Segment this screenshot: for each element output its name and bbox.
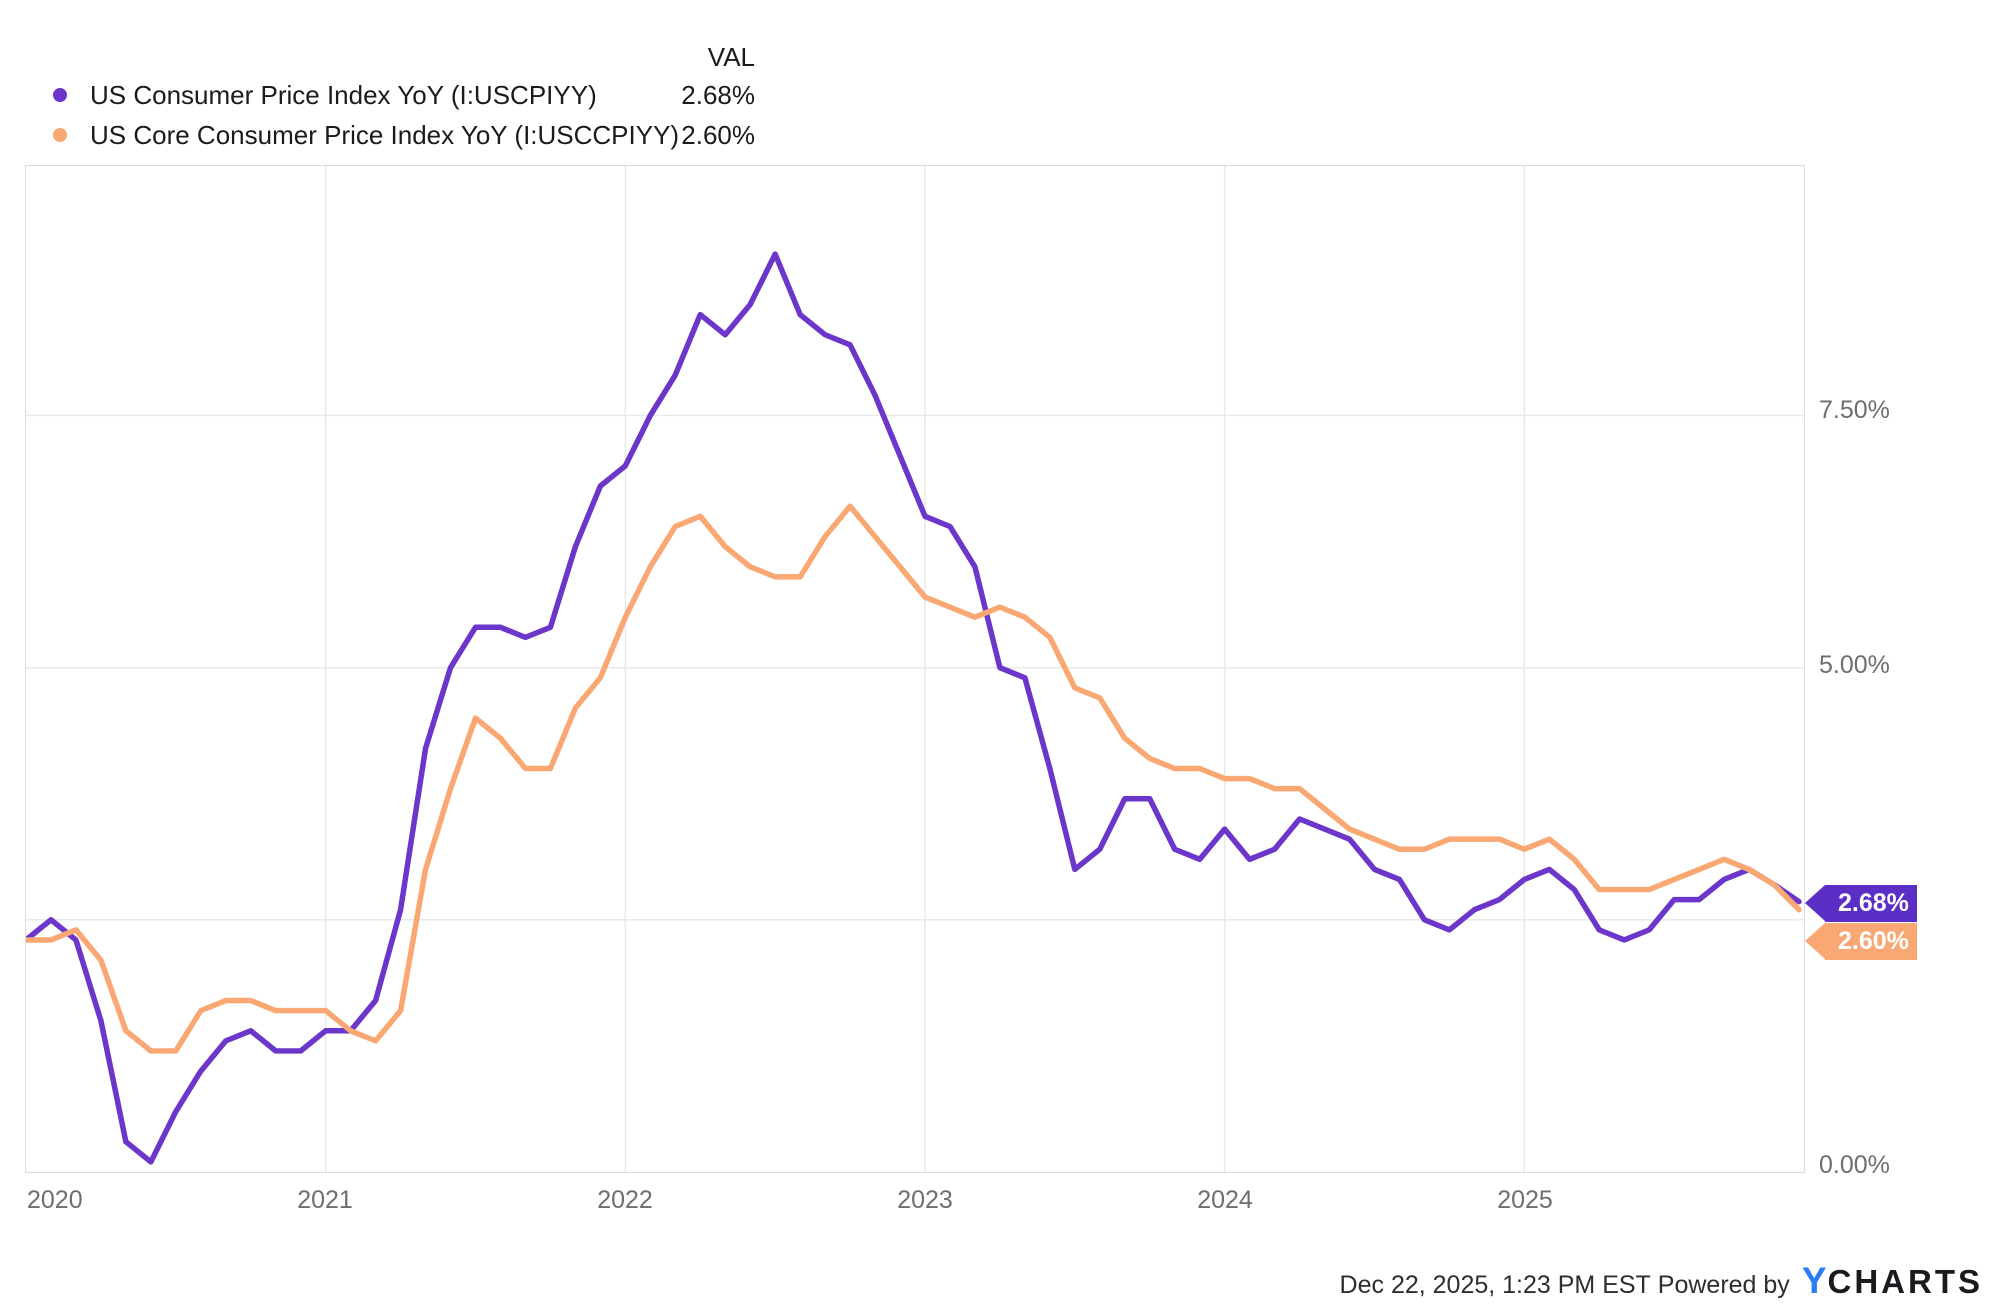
series-value-cpi: 2.68% xyxy=(681,80,755,110)
x-tick-2022: 2022 xyxy=(597,1186,653,1214)
legend: VAL US Consumer Price Index YoY (I:USCPI… xyxy=(0,0,800,160)
series-dot-cpi-icon xyxy=(53,88,67,102)
x-tick-2021: 2021 xyxy=(297,1186,353,1214)
ycharts-logo-y: Y xyxy=(1801,1260,1828,1301)
series-dot-core-cpi-icon xyxy=(53,128,67,142)
series-label-cpi: US Consumer Price Index YoY (I:USCPIYY) xyxy=(90,80,597,110)
end-tag-core-cpi-value: 2.60% xyxy=(1825,923,1917,960)
x-tick-2020: 2020 xyxy=(27,1186,83,1214)
ycharts-logo-charts: CHARTS xyxy=(1827,1263,1983,1300)
footer-timestamp-powered-by: Dec 22, 2025, 1:23 PM EST Powered by xyxy=(1339,1271,1790,1299)
x-tick-2023: 2023 xyxy=(897,1186,953,1214)
line-chart xyxy=(26,166,1804,1172)
series-label-core-cpi: US Core Consumer Price Index YoY (I:USCC… xyxy=(90,120,680,150)
legend-row-core-cpi[interactable]: US Core Consumer Price Index YoY (I:USCC… xyxy=(0,120,800,150)
end-tag-core-cpi-arrow-icon xyxy=(1805,923,1825,959)
end-tag-cpi-value: 2.68% xyxy=(1825,885,1917,922)
series-value-core-cpi: 2.60% xyxy=(681,120,755,150)
end-tag-cpi: 2.68% xyxy=(1805,885,1917,922)
legend-val-header: VAL xyxy=(707,42,755,72)
plot-area[interactable] xyxy=(25,165,1805,1173)
x-tick-2025: 2025 xyxy=(1497,1186,1553,1214)
legend-row-cpi[interactable]: US Consumer Price Index YoY (I:USCPIYY) … xyxy=(0,80,800,110)
ycharts-logo: YCHARTS xyxy=(1802,1260,1983,1302)
end-tag-cpi-arrow-icon xyxy=(1805,885,1825,921)
y-tick-0-00: 0.00% xyxy=(1819,1151,1890,1179)
end-tag-core-cpi: 2.60% xyxy=(1805,923,1917,960)
y-tick-7-50: 7.50% xyxy=(1819,396,1890,424)
y-tick-5-00: 5.00% xyxy=(1819,651,1890,679)
footer: Dec 22, 2025, 1:23 PM EST Powered by YCH… xyxy=(1340,1260,1983,1302)
x-tick-2024: 2024 xyxy=(1197,1186,1253,1214)
